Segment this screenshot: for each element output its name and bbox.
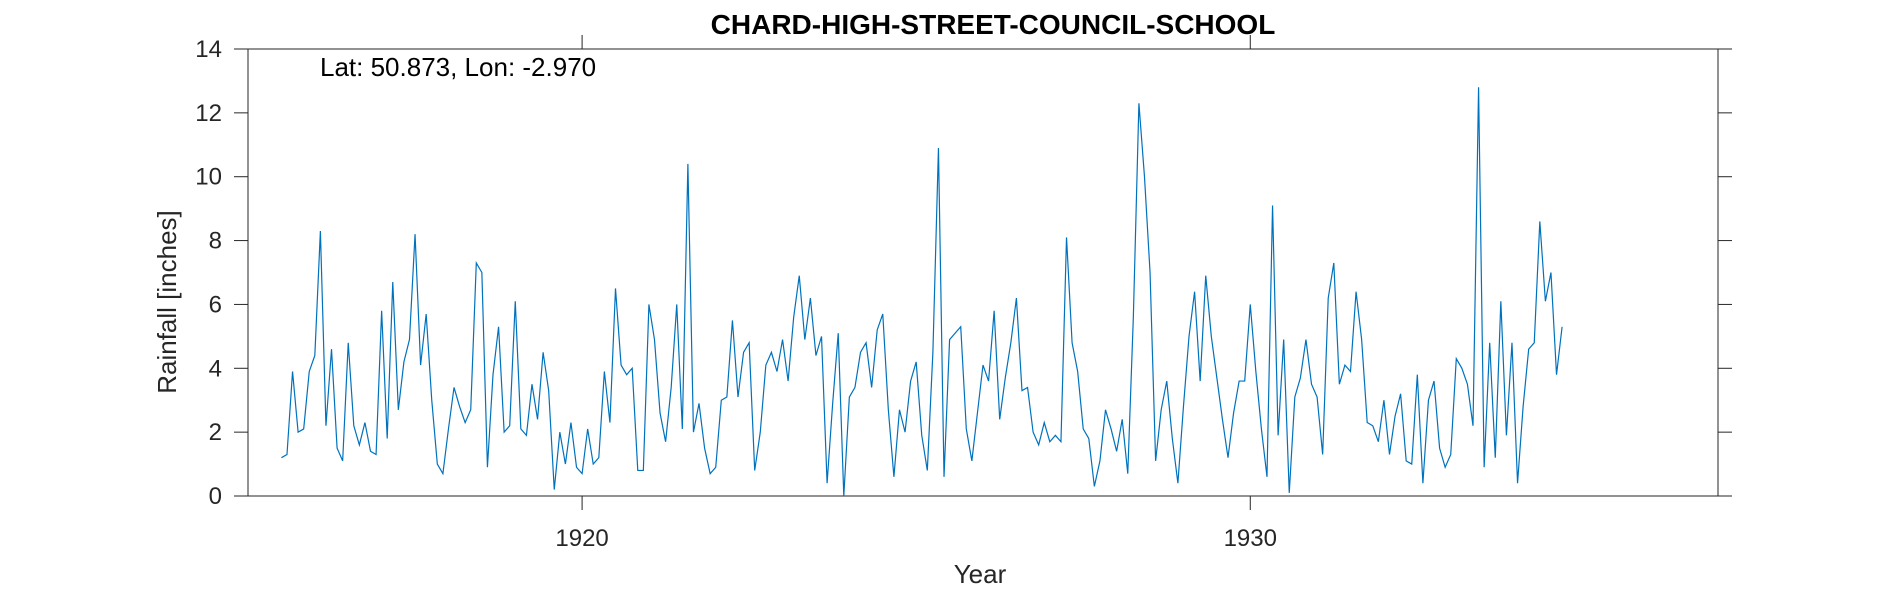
y-axis-ticks: 0 2 4 6 8 10 12 14 — [195, 36, 1732, 510]
x-tick-label: 1930 — [1224, 525, 1277, 552]
plot-frame — [247, 48, 1719, 497]
plot-box — [247, 48, 1719, 497]
y-tick-label: 0 — [209, 483, 222, 510]
y-tick-label: 12 — [195, 100, 222, 127]
y-tick-label: 14 — [195, 36, 222, 63]
chart-title: CHARD-HIGH-STREET-COUNCIL-SCHOOL — [711, 9, 1276, 40]
y-tick-label: 4 — [209, 355, 222, 382]
x-axis-ticks: 1920 1930 — [555, 35, 1277, 552]
y-axis-label: Rainfall [inches] — [152, 210, 182, 394]
y-tick-label: 10 — [195, 164, 222, 191]
y-tick-label: 6 — [209, 291, 222, 318]
x-tick-label: 1920 — [555, 525, 608, 552]
y-tick-label: 8 — [209, 228, 222, 255]
x-axis-label: Year — [954, 559, 1007, 589]
rainfall-series-line — [281, 87, 1563, 497]
y-tick-label: 2 — [209, 419, 222, 446]
series-layer — [281, 87, 1563, 497]
location-annotation: Lat: 50.873, Lon: -2.970 — [320, 52, 596, 82]
